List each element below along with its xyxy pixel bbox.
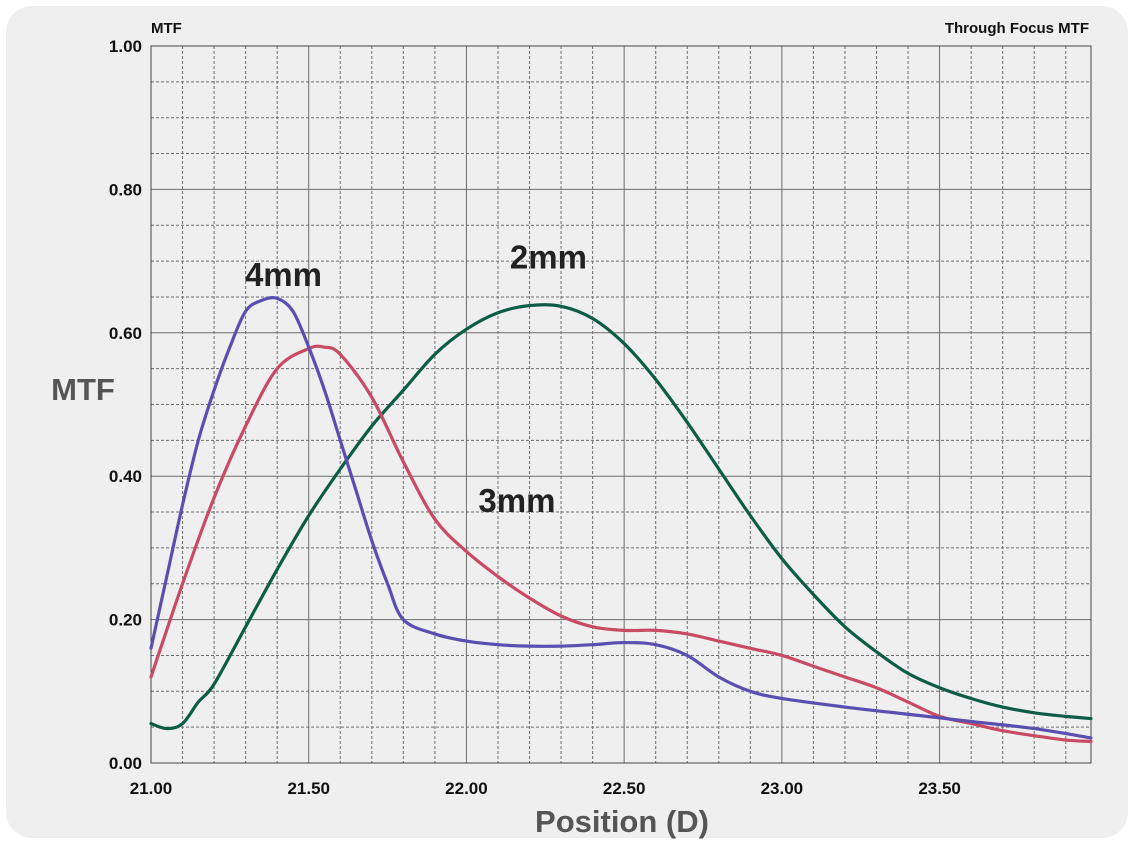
x-tick-label: 21.50 <box>287 779 330 798</box>
chart-title: Through Focus MTF <box>945 20 1089 37</box>
x-axis-title: Position (D) <box>535 804 709 839</box>
corner-label: MTF <box>151 20 182 37</box>
series-line-3mm <box>149 344 1093 744</box>
chart-card <box>6 6 1128 838</box>
y-tick-label: 0.20 <box>109 611 142 630</box>
series-label-2mm: 2mm <box>510 238 587 275</box>
series-label-3mm: 3mm <box>478 482 555 519</box>
y-tick-label: 0.60 <box>109 324 142 343</box>
x-tick-label: 22.50 <box>603 779 646 798</box>
y-tick-labels: 0.00 0.20 0.40 0.60 0.80 1.00 <box>109 37 142 773</box>
y-axis-title: MTF <box>51 372 115 407</box>
y-tick-label: 1.00 <box>109 37 142 56</box>
minor-grid <box>151 46 1091 763</box>
series-annotations: 4mm 2mm 3mm <box>245 238 587 519</box>
series-label-4mm: 4mm <box>245 256 322 293</box>
x-tick-label: 22.00 <box>445 779 488 798</box>
x-tick-labels: 21.00 21.50 22.00 22.50 23.00 23.50 <box>130 779 961 798</box>
plot-area <box>150 45 1092 764</box>
x-tick-label: 23.00 <box>761 779 804 798</box>
series-layer <box>149 296 1093 744</box>
x-tick-label: 21.00 <box>130 779 173 798</box>
series-line-2mm <box>149 303 1093 731</box>
series-line-4mm <box>149 296 1093 740</box>
y-tick-label: 0.80 <box>109 180 142 199</box>
major-grid <box>151 46 1091 763</box>
x-tick-label: 23.50 <box>918 779 961 798</box>
y-tick-label: 0.40 <box>109 467 142 486</box>
y-tick-label: 0.00 <box>109 754 142 773</box>
